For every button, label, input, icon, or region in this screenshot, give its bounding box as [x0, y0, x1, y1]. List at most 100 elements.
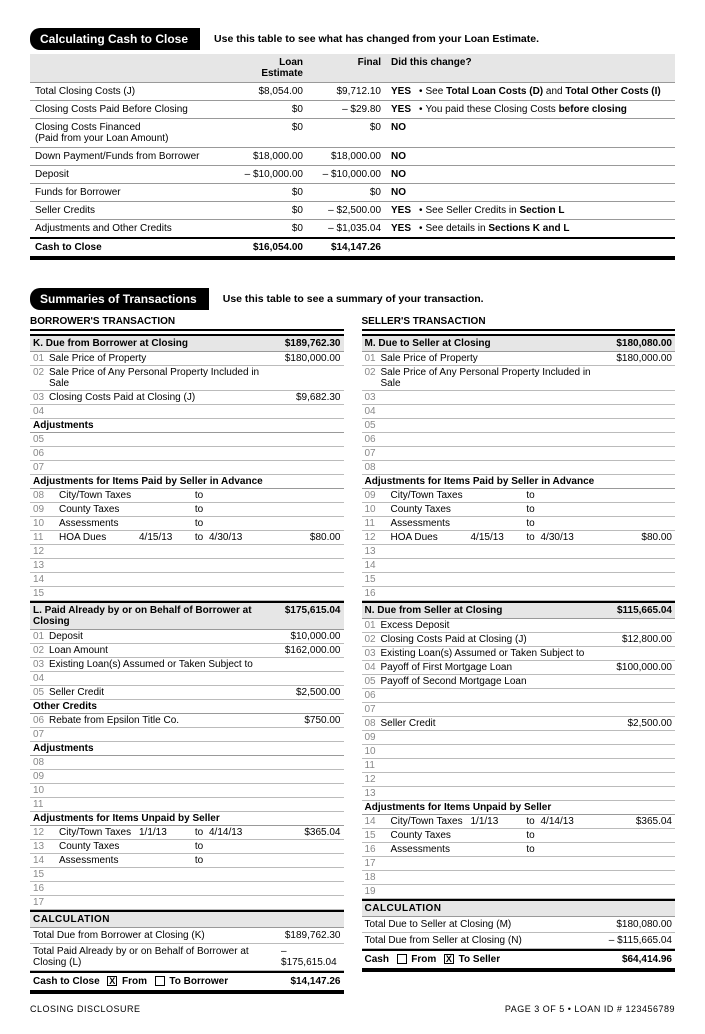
sub-header: Adjustments for Items Unpaid by Seller [362, 801, 676, 815]
line-item: 06 [362, 433, 676, 447]
line-item: 04 [30, 405, 344, 419]
line-item: 12City/Town Taxes1/1/13to4/14/13$365.04 [30, 826, 344, 840]
borrower-title: BORROWER'S TRANSACTION [30, 316, 344, 331]
col-final: Final [308, 54, 386, 83]
line-item: 01Deposit$10,000.00 [30, 630, 344, 644]
sub-header: Adjustments for Items Unpaid by Seller [30, 812, 344, 826]
line-item: 09City/Town Taxesto [362, 489, 676, 503]
line-item: 19 [362, 885, 676, 899]
final-value: – $2,500.00 [308, 202, 386, 220]
final-value: $18,000.00 [308, 148, 386, 166]
line-item: 02Sale Price of Any Personal Property In… [30, 366, 344, 391]
section-head: N. Due from Seller at Closing$115,665.04 [362, 601, 676, 619]
seller-transaction: SELLER'S TRANSACTIONM. Due to Seller at … [362, 316, 676, 994]
cash-to-close-table: Loan Estimate Final Did this change? Tot… [30, 54, 675, 260]
row-label: Closing Costs Paid Before Closing [30, 101, 230, 119]
change-note: YESSee Total Loan Costs (D) and Total Ot… [386, 83, 675, 101]
line-item: 08Seller Credit$2,500.00 [362, 717, 676, 731]
line-item: 03Existing Loan(s) Assumed or Taken Subj… [30, 658, 344, 672]
loan-estimate-value: $18,000.00 [230, 148, 308, 166]
line-item: 14City/Town Taxes1/1/13to4/14/13$365.04 [362, 815, 676, 829]
sub-header: Adjustments [30, 742, 344, 756]
line-item: 15 [362, 573, 676, 587]
line-item: 01Sale Price of Property$180,000.00 [362, 352, 676, 366]
line-item: 10 [30, 784, 344, 798]
change-note: YESSee details in Sections K and L [386, 220, 675, 239]
total-le: $16,054.00 [230, 238, 308, 258]
line-item: 03 [362, 391, 676, 405]
final-value: – $1,035.04 [308, 220, 386, 239]
sub-header: Adjustments for Items Paid by Seller in … [30, 475, 344, 489]
row-label: Closing Costs Financed(Paid from your Lo… [30, 119, 230, 148]
line-item: 07 [30, 728, 344, 742]
row-label: Seller Credits [30, 202, 230, 220]
final-value: $0 [308, 119, 386, 148]
line-item: 16 [362, 587, 676, 601]
line-item: 16Assessmentsto [362, 843, 676, 857]
final-value: – $29.80 [308, 101, 386, 119]
row-label: Adjustments and Other Credits [30, 220, 230, 239]
line-item: 08 [30, 756, 344, 770]
line-item: 07 [30, 461, 344, 475]
line-item: 04 [362, 405, 676, 419]
line-item: 13 [362, 787, 676, 801]
line-item: 10County Taxesto [362, 503, 676, 517]
sub-header: Adjustments for Items Paid by Seller in … [362, 475, 676, 489]
calc-row: Total Due from Seller at Closing (N)– $1… [362, 933, 676, 949]
line-item: 09County Taxesto [30, 503, 344, 517]
from-checkbox: X [107, 976, 117, 986]
line-item: 01Excess Deposit [362, 619, 676, 633]
line-item: 11Assessmentsto [362, 517, 676, 531]
line-item: 11HOA Dues4/15/13to4/30/13$80.00 [30, 531, 344, 545]
change-note: NO [386, 119, 675, 148]
loan-estimate-value: $0 [230, 220, 308, 239]
final-value: $0 [308, 184, 386, 202]
line-item: 14Assessmentsto [30, 854, 344, 868]
sub-header: Adjustments [30, 419, 344, 433]
line-item: 18 [362, 871, 676, 885]
cash-to-close-header: Calculating Cash to Close Use this table… [30, 28, 675, 50]
line-item: 13 [30, 559, 344, 573]
line-item: 15County Taxesto [362, 829, 676, 843]
line-item: 09 [30, 770, 344, 784]
calc-header: CALCULATION [362, 899, 676, 917]
line-item: 05 [30, 433, 344, 447]
section-subtitle: Use this table to see what has changed f… [214, 33, 539, 45]
row-label: Down Payment/Funds from Borrower [30, 148, 230, 166]
section-head: K. Due from Borrower at Closing$189,762.… [30, 334, 344, 352]
section-subtitle: Use this table to see a summary of your … [223, 293, 484, 305]
borrower-transaction: BORROWER'S TRANSACTION K. Due from Borrow… [30, 316, 344, 994]
line-item: 17 [362, 857, 676, 871]
line-item: 15 [30, 587, 344, 601]
line-item: 10Assessmentsto [30, 517, 344, 531]
loan-estimate-value: – $10,000.00 [230, 166, 308, 184]
loan-estimate-value: $0 [230, 101, 308, 119]
col-loan-estimate: Loan Estimate [230, 54, 308, 83]
line-item: 02Loan Amount$162,000.00 [30, 644, 344, 658]
sub-header: Other Credits [30, 700, 344, 714]
line-item: 13 [362, 545, 676, 559]
row-label: Funds for Borrower [30, 184, 230, 202]
calc-total: Cash to Close X From To Borrower$14,147.… [30, 971, 344, 994]
line-item: 03Existing Loan(s) Assumed or Taken Subj… [362, 647, 676, 661]
line-item: 07 [362, 703, 676, 717]
summaries-header: Summaries of Transactions Use this table… [30, 288, 675, 310]
line-item: 16 [30, 882, 344, 896]
col-change: Did this change? [386, 54, 675, 83]
line-item: 11 [30, 798, 344, 812]
line-item: 06Rebate from Epsilon Title Co.$750.00 [30, 714, 344, 728]
change-note: NO [386, 148, 675, 166]
change-note: YESYou paid these Closing Costs before c… [386, 101, 675, 119]
line-item: 11 [362, 759, 676, 773]
page-footer: CLOSING DISCLOSURE PAGE 3 OF 5 • LOAN ID… [30, 1004, 675, 1014]
line-item: 04 [30, 672, 344, 686]
line-item: 02Closing Costs Paid at Closing (J)$12,8… [362, 633, 676, 647]
final-value: $9,712.10 [308, 83, 386, 101]
line-item: 04Payoff of First Mortgage Loan$100,000.… [362, 661, 676, 675]
line-item: 12HOA Dues4/15/13to4/30/13$80.00 [362, 531, 676, 545]
change-note: NO [386, 184, 675, 202]
section-head: M. Due to Seller at Closing$180,080.00 [362, 334, 676, 352]
line-item: 07 [362, 447, 676, 461]
footer-left: CLOSING DISCLOSURE [30, 1004, 141, 1014]
change-note: NO [386, 166, 675, 184]
